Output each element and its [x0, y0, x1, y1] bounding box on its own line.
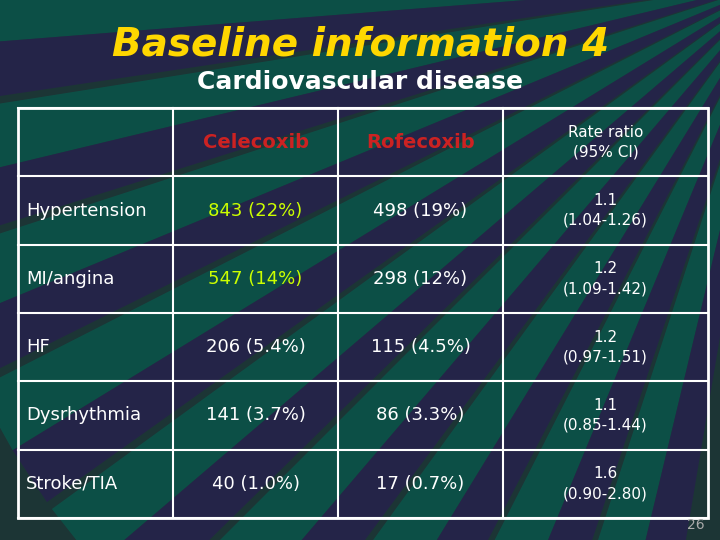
Polygon shape: [13, 0, 720, 502]
Text: Stroke/TIA: Stroke/TIA: [26, 475, 118, 493]
Polygon shape: [196, 0, 720, 540]
Text: Rofecoxib: Rofecoxib: [366, 133, 474, 152]
Text: 17 (0.7%): 17 (0.7%): [377, 475, 464, 493]
Text: 298 (12%): 298 (12%): [374, 270, 467, 288]
Polygon shape: [96, 0, 720, 540]
Text: Celecoxib: Celecoxib: [202, 133, 308, 152]
Text: 1.1
(0.85-1.44): 1.1 (0.85-1.44): [563, 398, 648, 433]
Text: 547 (14%): 547 (14%): [208, 270, 302, 288]
Text: 86 (3.3%): 86 (3.3%): [377, 407, 464, 424]
Polygon shape: [0, 0, 720, 325]
Text: 843 (22%): 843 (22%): [208, 201, 302, 219]
Polygon shape: [436, 0, 720, 540]
Polygon shape: [251, 0, 720, 540]
Polygon shape: [0, 0, 720, 450]
Text: Dysrhythmia: Dysrhythmia: [26, 407, 141, 424]
Polygon shape: [52, 0, 720, 540]
Polygon shape: [0, 0, 720, 51]
Text: 115 (4.5%): 115 (4.5%): [371, 338, 470, 356]
Text: 1.6
(0.90-2.80): 1.6 (0.90-2.80): [563, 467, 648, 501]
Text: 1.2
(0.97-1.51): 1.2 (0.97-1.51): [563, 330, 648, 364]
Text: 498 (19%): 498 (19%): [374, 201, 467, 219]
Text: Hypertension: Hypertension: [26, 201, 147, 219]
Text: 141 (3.7%): 141 (3.7%): [206, 407, 305, 424]
Text: 1.1
(1.04-1.26): 1.1 (1.04-1.26): [563, 193, 648, 228]
Polygon shape: [310, 0, 720, 540]
Polygon shape: [570, 0, 720, 540]
Text: HF: HF: [26, 338, 50, 356]
Text: 26: 26: [688, 518, 705, 532]
Text: MI/angina: MI/angina: [26, 270, 114, 288]
Text: Cardiovascular disease: Cardiovascular disease: [197, 70, 523, 94]
Text: 1.2
(1.09-1.42): 1.2 (1.09-1.42): [563, 261, 648, 296]
Polygon shape: [502, 0, 720, 540]
Text: 40 (1.0%): 40 (1.0%): [212, 475, 300, 493]
Polygon shape: [0, 0, 720, 112]
Polygon shape: [0, 0, 720, 250]
Polygon shape: [372, 0, 720, 540]
Polygon shape: [143, 0, 720, 540]
Text: Rate ratio
(95% CI): Rate ratio (95% CI): [568, 125, 643, 159]
Polygon shape: [0, 0, 720, 190]
Text: Baseline information 4: Baseline information 4: [112, 26, 608, 64]
Bar: [18, 108, 708, 518]
Polygon shape: [0, 0, 720, 381]
Text: 206 (5.4%): 206 (5.4%): [206, 338, 305, 356]
